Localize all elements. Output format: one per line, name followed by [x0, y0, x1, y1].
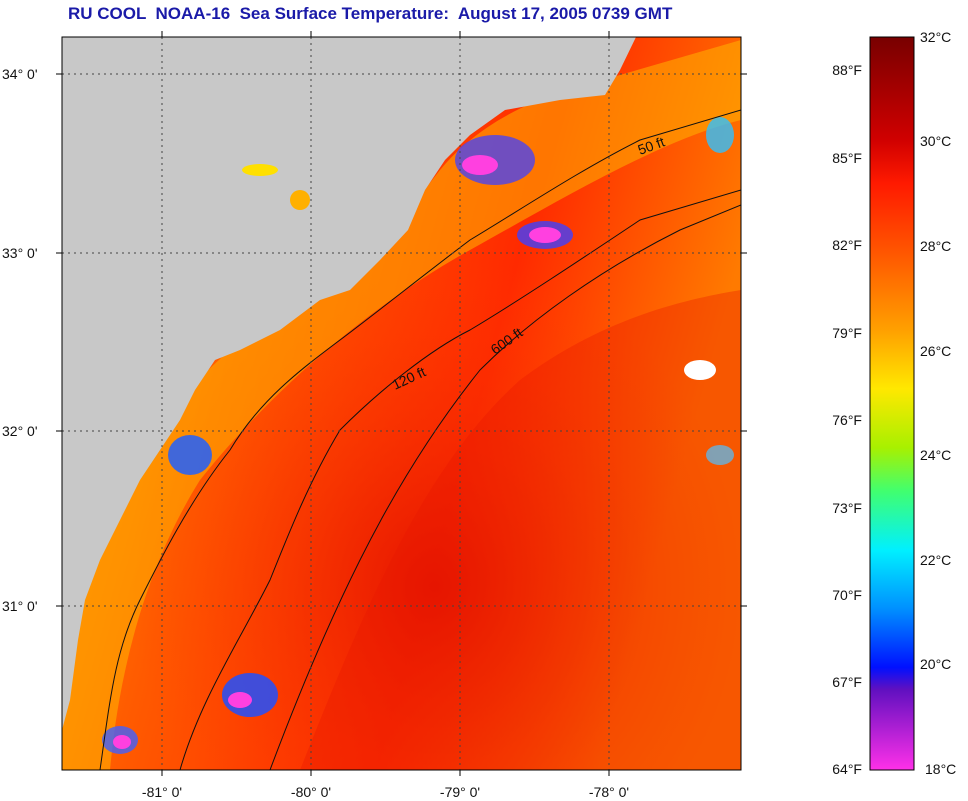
lat-label-32: 32° 0' — [2, 423, 38, 439]
c-label-20: 20°C — [920, 656, 951, 672]
f-label-82: 82°F — [832, 237, 862, 253]
lat-label-33: 33° 0' — [2, 245, 38, 261]
c-label-26: 26°C — [920, 343, 951, 359]
lon-label-79: -79° 0' — [440, 784, 480, 800]
colorbar — [869, 36, 915, 771]
c-label-18: 18°C — [925, 761, 956, 777]
f-label-85: 85°F — [832, 150, 862, 166]
map-title: RU COOL NOAA-16 Sea Surface Temperature:… — [68, 4, 673, 23]
nearshore-band — [62, 40, 741, 770]
f-label-64: 64°F — [832, 761, 862, 777]
f-label-88: 88°F — [832, 62, 862, 78]
c-label-24: 24°C — [920, 447, 951, 463]
lat-label-31: 31° 0' — [2, 598, 38, 614]
f-label-79: 79°F — [832, 325, 862, 341]
axis-ticks — [56, 31, 747, 776]
c-label-22: 22°C — [920, 552, 951, 568]
lat-label-34: 34° 0' — [2, 66, 38, 82]
c-label-28: 28°C — [920, 238, 951, 254]
f-label-76: 76°F — [832, 412, 862, 428]
c-label-30: 30°C — [920, 133, 951, 149]
lon-label-81: -81° 0' — [142, 784, 182, 800]
depth-contours — [99, 109, 741, 770]
f-label-70: 70°F — [832, 587, 862, 603]
f-label-73: 73°F — [832, 500, 862, 516]
map-area — [62, 37, 741, 770]
lon-label-78: -78° 0' — [589, 784, 629, 800]
f-label-67: 67°F — [832, 674, 862, 690]
colorbar-fahrenheit: 88°F 85°F 82°F 79°F 76°F 73°F 70°F 67°F … — [832, 62, 862, 777]
land — [62, 37, 636, 730]
c-label-32: 32°C — [920, 29, 951, 45]
lon-label-80: -80° 0' — [291, 784, 331, 800]
map-border — [61, 36, 742, 771]
gulf-stream — [300, 290, 741, 770]
graticule — [62, 37, 741, 770]
cool-patches — [102, 117, 734, 754]
colorbar-celsius: 32°C 30°C 28°C 26°C 24°C 22°C 20°C 18°C — [920, 29, 956, 777]
